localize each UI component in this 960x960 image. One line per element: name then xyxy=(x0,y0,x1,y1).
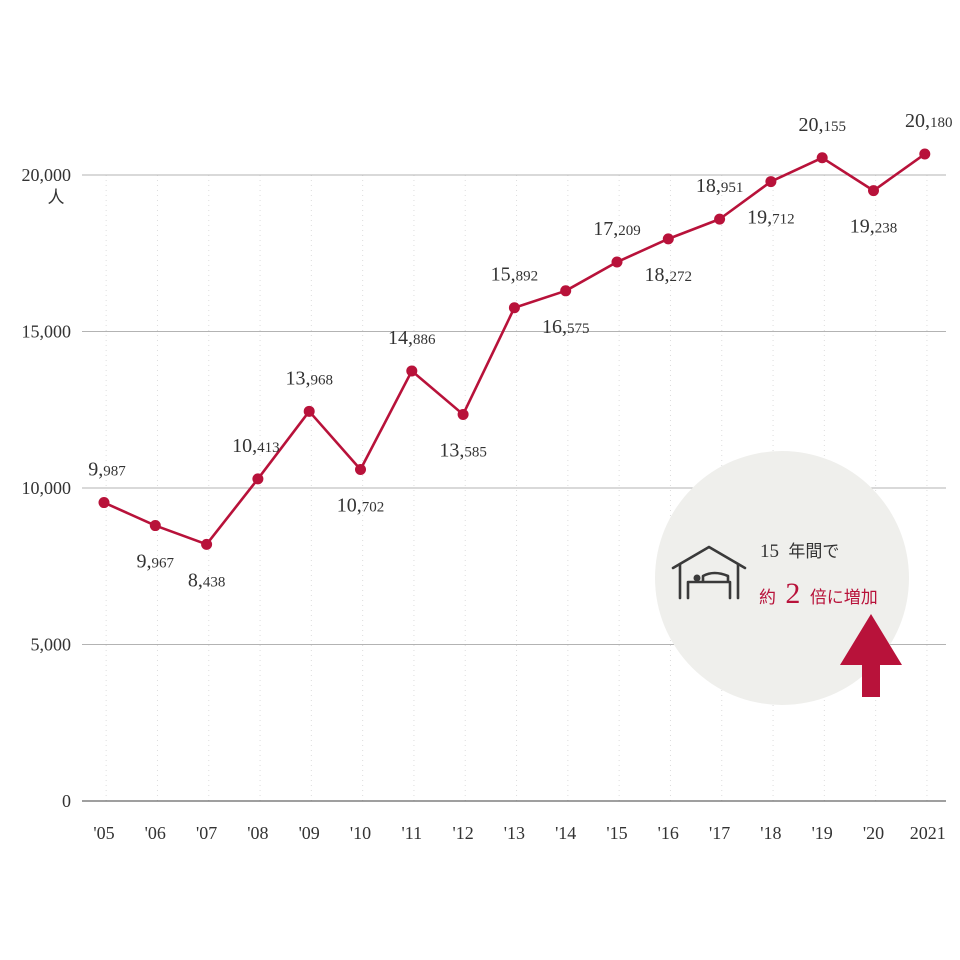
callout: 15 年間で 約 2 倍に増加 xyxy=(655,451,909,705)
data-point xyxy=(560,285,572,297)
x-tick-label: '09 xyxy=(299,823,320,843)
up-arrow-icon xyxy=(840,614,902,697)
data-label: 9,967 xyxy=(137,551,175,573)
y-unit-label: 人 xyxy=(48,188,65,208)
data-point xyxy=(662,233,674,245)
x-tick-label: '08 xyxy=(247,823,268,843)
data-point xyxy=(303,405,315,417)
callout-years-text: 年間で xyxy=(788,542,839,562)
series-markers xyxy=(98,148,931,550)
y-tick-label: 15,000 xyxy=(22,322,72,342)
callout-years: 15 xyxy=(760,541,779,562)
data-point xyxy=(201,538,213,550)
callout-approx: 約 xyxy=(759,588,776,608)
callout-line2: 約 2 倍に増加 xyxy=(759,577,878,610)
data-label: 15,892 xyxy=(491,264,539,286)
data-label: 17,209 xyxy=(593,218,641,240)
data-point xyxy=(355,464,366,476)
data-point xyxy=(149,520,161,532)
data-point xyxy=(457,408,469,420)
grid xyxy=(82,174,946,802)
x-tick-label: '18 xyxy=(760,823,781,843)
data-point xyxy=(252,473,264,485)
x-tick-label: '05 xyxy=(93,823,114,843)
data-point xyxy=(816,152,828,164)
callout-line1: 15 年間で xyxy=(760,541,839,562)
data-label: 18,272 xyxy=(645,264,693,286)
data-label: 16,575 xyxy=(542,316,590,338)
x-tick-label: '19 xyxy=(812,823,833,843)
data-point xyxy=(98,497,110,509)
callout-increase: 倍に増加 xyxy=(810,588,878,608)
data-label: 20,155 xyxy=(798,114,846,136)
data-point xyxy=(508,302,520,314)
x-tick-label: '12 xyxy=(452,823,473,843)
data-label: 13,968 xyxy=(285,367,333,389)
data-point xyxy=(919,148,931,160)
callout-circle xyxy=(655,451,909,705)
data-point xyxy=(611,256,623,268)
x-tick-label: '15 xyxy=(606,823,627,843)
data-point xyxy=(868,185,879,197)
y-tick-label: 10,000 xyxy=(22,478,72,498)
house-bed-icon xyxy=(671,545,747,600)
data-label: 10,702 xyxy=(337,495,385,517)
data-label: 14,886 xyxy=(388,327,436,349)
data-labels: 9,987 9,967 8,438 10,413 13,968 10,702 14,886 1… xyxy=(88,110,952,591)
x-tick-label: '16 xyxy=(658,823,679,843)
x-tick-label: '13 xyxy=(504,823,525,843)
axes: 人 0 5,000 10,000 15,000 20,000 '05 '06 '07 '08 '0… xyxy=(22,165,946,843)
x-tick-label: '17 xyxy=(709,823,730,843)
data-point xyxy=(765,176,777,188)
data-label: 10,413 xyxy=(232,435,280,457)
data-label: 18,951 xyxy=(696,175,744,197)
y-tick-label: 5,000 xyxy=(31,635,72,655)
data-point xyxy=(406,365,418,377)
data-label: 13,585 xyxy=(439,439,487,461)
y-tick-label: 0 xyxy=(62,791,71,811)
x-tick-label: '14 xyxy=(555,823,576,843)
data-label: 8,438 xyxy=(188,569,226,591)
x-tick-label: '07 xyxy=(196,823,217,843)
x-tick-label: '10 xyxy=(350,823,371,843)
data-label: 9,987 xyxy=(88,459,126,481)
x-tick-label: 2021 xyxy=(910,823,946,843)
data-point xyxy=(714,213,726,225)
data-label: 19,238 xyxy=(850,216,898,238)
y-tick-label: 20,000 xyxy=(22,165,72,185)
x-tick-label: '11 xyxy=(402,823,423,843)
data-label: 19,712 xyxy=(747,207,795,229)
callout-multiplier: 2 xyxy=(785,577,800,610)
x-tick-label: '20 xyxy=(863,823,884,843)
data-label: 20,180 xyxy=(905,110,953,132)
x-tick-label: '06 xyxy=(145,823,166,843)
